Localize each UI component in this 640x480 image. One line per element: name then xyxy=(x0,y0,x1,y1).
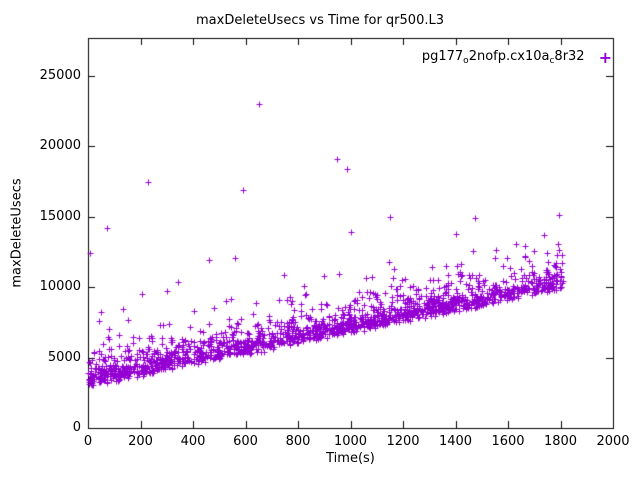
x-tick-label: 1000 xyxy=(333,434,368,449)
y-tick-label: 20000 xyxy=(39,138,81,154)
legend-marker-icon: + xyxy=(598,47,612,67)
x-tick-label: 200 xyxy=(128,434,153,449)
x-tick-label: 0 xyxy=(83,434,93,449)
x-tick-label: 1200 xyxy=(386,434,420,449)
x-axis-label: Time(s) xyxy=(326,451,375,466)
x-tick-label: 1400 xyxy=(438,434,473,449)
y-axis-label: maxDeleteUsecs xyxy=(9,178,25,288)
chart-title: maxDeleteUsecs vs Time for qr500.L3 xyxy=(196,13,444,28)
x-tick-label: 800 xyxy=(285,434,311,449)
x-tick-label: 600 xyxy=(233,434,258,449)
x-tick-label: 1600 xyxy=(491,434,525,449)
y-tick-label: 10000 xyxy=(39,279,81,295)
legend-label: pg177o2nofp.cx10ac8r32 xyxy=(422,49,585,66)
legend-label-part: 8r32 xyxy=(554,49,585,64)
y-tick-label: 5000 xyxy=(47,349,81,365)
legend: pg177o2nofp.cx10ac8r32 + xyxy=(422,49,612,66)
legend-label-part: pg177 xyxy=(421,49,464,64)
x-tick-label: 2000 xyxy=(596,434,630,449)
legend-label-part: c xyxy=(549,56,555,66)
legend-label-part: o xyxy=(463,56,469,66)
y-tick-label: 0 xyxy=(72,420,81,435)
x-tick-label: 1800 xyxy=(543,434,578,449)
y-tick-label: 15000 xyxy=(39,208,81,224)
x-tick-label: 400 xyxy=(180,434,206,449)
legend-label-part: 2nofp.cx10a xyxy=(468,49,550,64)
y-tick-label: 25000 xyxy=(39,68,81,83)
